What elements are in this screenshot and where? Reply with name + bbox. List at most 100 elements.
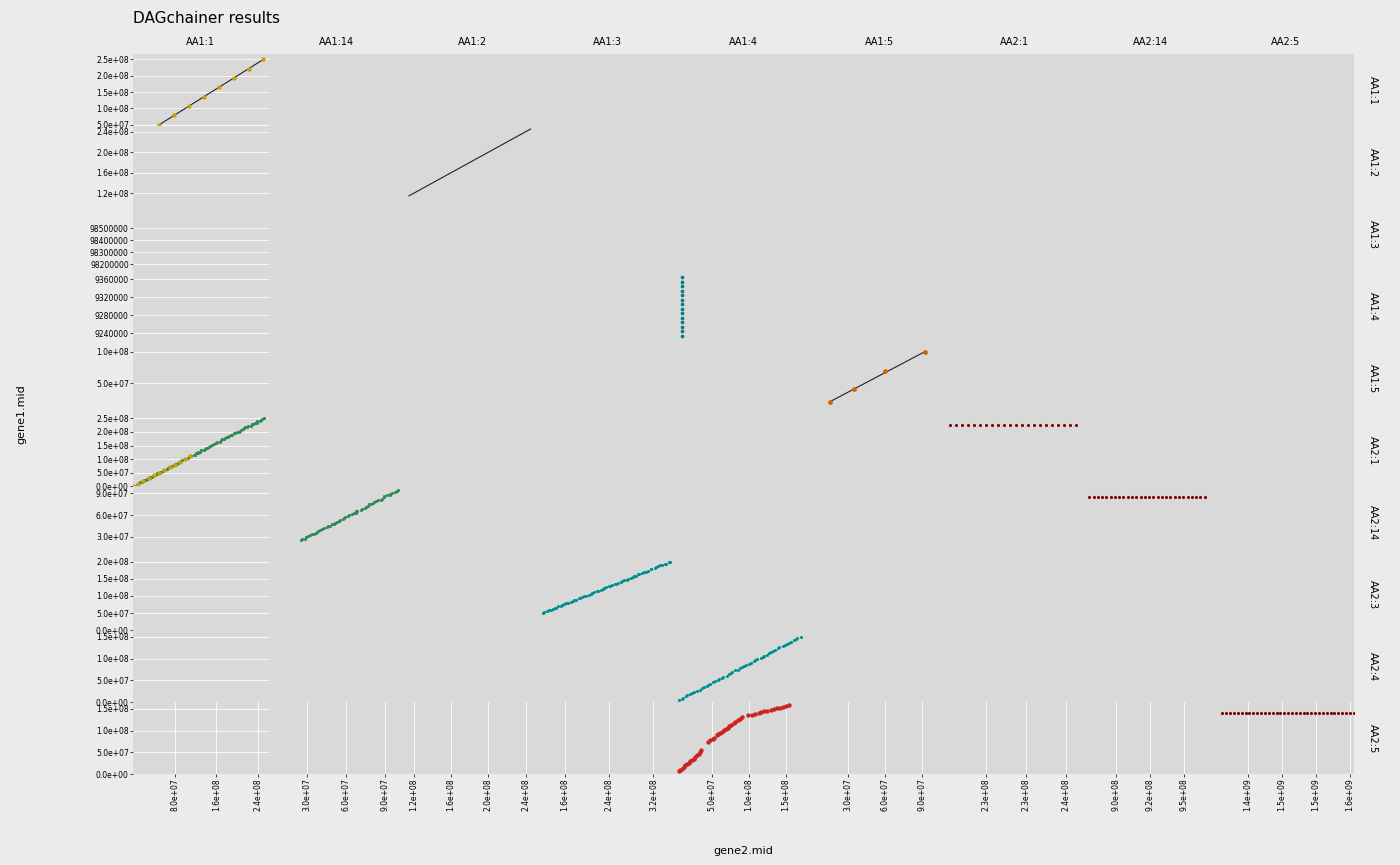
Point — [176, 451, 199, 465]
Point — [519, 238, 542, 252]
Point — [1266, 706, 1288, 720]
Point — [748, 706, 770, 720]
Text: AA2:14: AA2:14 — [1368, 504, 1379, 540]
Point — [673, 760, 696, 774]
Point — [564, 593, 587, 606]
Point — [235, 420, 258, 433]
Point — [778, 698, 801, 712]
Point — [563, 593, 585, 607]
Point — [703, 731, 725, 745]
Point — [785, 632, 808, 646]
Point — [519, 231, 542, 245]
Point — [598, 580, 620, 593]
Point — [202, 438, 224, 452]
Point — [210, 433, 232, 447]
Point — [1176, 490, 1198, 504]
Point — [218, 429, 241, 443]
Point — [157, 462, 179, 476]
Point — [550, 599, 573, 612]
Point — [297, 529, 319, 543]
Point — [557, 596, 580, 610]
Point — [728, 712, 750, 726]
Point — [581, 586, 603, 599]
Text: AA2:3: AA2:3 — [1368, 580, 1379, 609]
Point — [199, 439, 221, 453]
Point — [519, 234, 542, 248]
Point — [561, 594, 584, 608]
Point — [543, 601, 566, 615]
Point — [699, 733, 721, 746]
Point — [752, 650, 774, 663]
Point — [1254, 706, 1277, 720]
Point — [608, 575, 630, 589]
Point — [1029, 419, 1051, 432]
Point — [956, 419, 979, 432]
Point — [371, 492, 393, 506]
Point — [316, 521, 339, 535]
Point — [137, 471, 160, 485]
Point — [1301, 706, 1323, 720]
Point — [363, 497, 385, 510]
Point — [697, 678, 720, 692]
Point — [739, 656, 762, 670]
Point — [1180, 490, 1203, 504]
Point — [519, 244, 542, 258]
Point — [671, 302, 693, 316]
Point — [707, 727, 729, 741]
Text: AA2:4: AA2:4 — [1368, 651, 1379, 681]
Point — [769, 701, 791, 714]
Point — [221, 428, 244, 442]
Point — [350, 502, 372, 516]
Point — [683, 685, 706, 699]
Point — [519, 224, 542, 238]
Point — [230, 423, 252, 437]
Point — [139, 470, 161, 484]
Point — [169, 455, 192, 469]
Point — [759, 645, 781, 659]
Point — [753, 704, 776, 718]
Point — [1151, 490, 1173, 504]
Point — [1005, 419, 1028, 432]
Point — [307, 524, 329, 538]
Point — [294, 530, 316, 544]
Point — [1184, 490, 1207, 504]
Point — [1107, 490, 1130, 504]
Point — [321, 517, 343, 531]
Point — [699, 676, 721, 690]
Point — [671, 320, 693, 334]
Point — [302, 527, 325, 541]
Point — [538, 604, 560, 618]
Point — [1117, 490, 1140, 504]
Point — [168, 455, 190, 469]
Point — [150, 465, 172, 479]
Point — [1296, 706, 1319, 720]
Point — [346, 504, 368, 518]
Point — [237, 420, 259, 433]
Point — [536, 605, 559, 618]
Point — [242, 417, 265, 431]
Point — [679, 754, 701, 768]
Text: AA1:4: AA1:4 — [729, 37, 757, 48]
Point — [141, 469, 164, 483]
Point — [367, 493, 389, 507]
Point — [217, 430, 239, 444]
Point — [312, 521, 335, 535]
Point — [945, 419, 967, 432]
Point — [162, 458, 185, 471]
Point — [703, 676, 725, 689]
Point — [778, 636, 801, 650]
Point — [1312, 706, 1334, 720]
Point — [238, 61, 260, 75]
Point — [951, 419, 973, 432]
Point — [232, 422, 255, 436]
Point — [132, 474, 154, 488]
Point — [141, 470, 164, 484]
Point — [519, 251, 542, 265]
Point — [171, 453, 193, 467]
Point — [769, 640, 791, 654]
Point — [384, 485, 406, 499]
Point — [717, 667, 739, 681]
Point — [386, 483, 409, 497]
Point — [1285, 706, 1308, 720]
Point — [644, 561, 666, 575]
